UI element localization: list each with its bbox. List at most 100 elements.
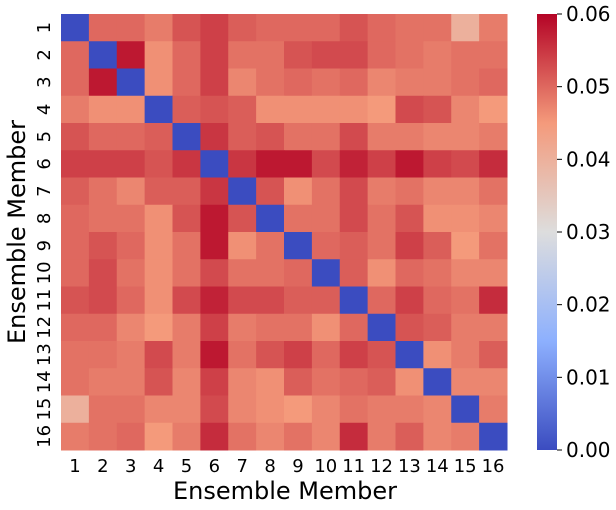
y-tick-label: 15 — [34, 398, 55, 421]
heatmap-cell — [88, 395, 118, 424]
heatmap-cell — [311, 341, 341, 369]
heatmap-cell — [172, 41, 201, 69]
heatmap-cell — [116, 313, 146, 342]
heatmap-cell — [284, 286, 313, 315]
heatmap-cell — [88, 14, 118, 42]
heatmap-cell — [423, 232, 452, 260]
heatmap-cell — [144, 150, 174, 178]
heatmap-cell — [367, 204, 397, 233]
y-tick-label: 7 — [34, 185, 55, 196]
heatmap-cell — [61, 341, 90, 369]
heatmap-cell — [61, 150, 90, 178]
heatmap-cell — [339, 150, 369, 178]
y-tick-label: 4 — [34, 104, 55, 115]
heatmap-cell — [367, 422, 397, 451]
colorbar-tick-label: 0.03 — [566, 220, 611, 244]
heatmap-cell — [172, 232, 201, 260]
heatmap-cell — [172, 150, 201, 178]
heatmap-cell — [284, 204, 313, 233]
x-tick-label: 6 — [209, 456, 220, 477]
heatmap-cell — [172, 204, 201, 233]
x-tick-label: 9 — [292, 456, 303, 477]
heatmap-cell — [311, 232, 341, 260]
heatmap-cell — [144, 259, 174, 287]
heatmap-cell — [116, 368, 146, 396]
heatmap-cell — [200, 395, 229, 424]
heatmap-cell — [116, 14, 146, 42]
heatmap-cell — [423, 95, 452, 124]
heatmap-cell — [200, 95, 229, 124]
heatmap-cell — [228, 341, 257, 369]
heatmap-cell — [451, 95, 480, 124]
x-tick-label: 4 — [153, 456, 164, 477]
heatmap-cell — [200, 123, 229, 151]
heatmap-cell — [395, 123, 424, 151]
heatmap-cell — [367, 123, 397, 151]
heatmap-cell — [88, 313, 118, 342]
heatmap-cell — [423, 259, 452, 287]
colorbar-tick-label: 0.00 — [566, 438, 611, 462]
heatmap-cell — [228, 395, 257, 424]
heatmap-cell — [284, 177, 313, 206]
heatmap-cell — [479, 341, 508, 369]
heatmap-cell — [423, 177, 452, 206]
heatmap-cell — [116, 395, 146, 424]
heatmap-cell — [451, 286, 480, 315]
heatmap-cell — [367, 313, 397, 342]
heatmap-cell — [284, 395, 313, 424]
heatmap-cell — [367, 368, 397, 396]
heatmap-cell — [256, 259, 285, 287]
heatmap-cell — [172, 313, 201, 342]
heatmap-cell — [479, 286, 508, 315]
heatmap-cell — [61, 395, 90, 424]
heatmap-cell — [228, 259, 257, 287]
heatmap-cell — [144, 232, 174, 260]
heatmap-cell — [284, 422, 313, 451]
y-tick-label: 16 — [34, 425, 55, 448]
heatmap-cell — [256, 286, 285, 315]
y-tick-label: 9 — [34, 240, 55, 251]
heatmap-cell — [311, 313, 341, 342]
heatmap-cell — [228, 232, 257, 260]
heatmap-cell — [311, 395, 341, 424]
heatmap-cell — [256, 204, 285, 233]
heatmap-cell — [200, 368, 229, 396]
heatmap-cell — [228, 313, 257, 342]
heatmap-cell — [116, 259, 146, 287]
heatmap-cell — [395, 150, 424, 178]
heatmap-cell — [200, 150, 229, 178]
heatmap-cell — [339, 341, 369, 369]
heatmap-cell — [367, 14, 397, 42]
heatmap-cell — [144, 14, 174, 42]
heatmap-cell — [228, 177, 257, 206]
heatmap-cell — [395, 204, 424, 233]
heatmap-cell — [88, 368, 118, 396]
heatmap-cell — [88, 259, 118, 287]
heatmap-cell — [88, 68, 118, 97]
heatmap-cell — [367, 259, 397, 287]
heatmap-cell — [256, 313, 285, 342]
heatmap-cell — [311, 286, 341, 315]
heatmap-cell — [395, 41, 424, 69]
heatmap-cell — [367, 232, 397, 260]
heatmap-cell — [451, 422, 480, 451]
heatmap-cell — [172, 286, 201, 315]
heatmap-cell — [172, 68, 201, 97]
heatmap-cell — [479, 422, 508, 451]
heatmap-cell — [423, 68, 452, 97]
heatmap-cell — [479, 395, 508, 424]
heatmap-cell — [61, 313, 90, 342]
heatmap-cell — [144, 68, 174, 97]
heatmap-cell — [256, 368, 285, 396]
heatmap-cell — [479, 232, 508, 260]
y-tick-label: 8 — [34, 213, 55, 224]
heatmap-cell — [284, 14, 313, 42]
heatmap-cell — [284, 123, 313, 151]
heatmap-cell — [339, 259, 369, 287]
heatmap-cell — [144, 177, 174, 206]
heatmap-cell — [311, 177, 341, 206]
heatmap-cell — [284, 259, 313, 287]
x-tick-label: 11 — [342, 456, 365, 477]
heatmap-cell — [395, 395, 424, 424]
